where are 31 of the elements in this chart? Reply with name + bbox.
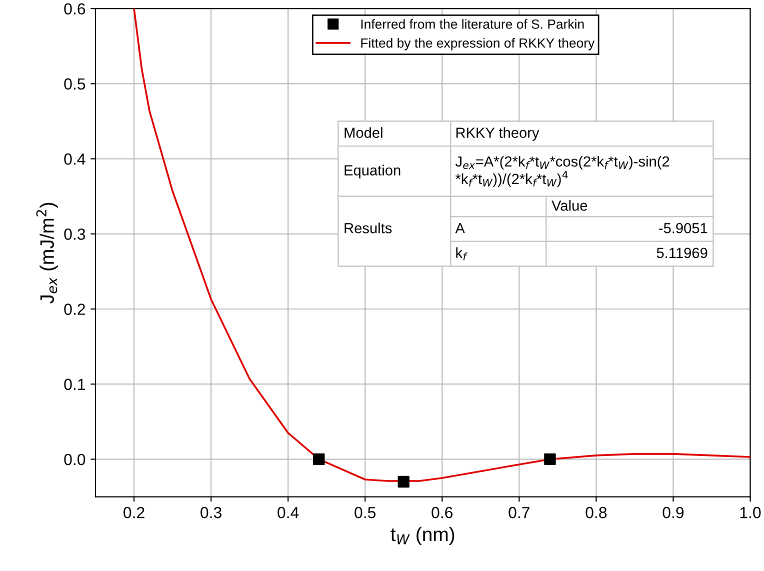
y-tick-label: 0.1 xyxy=(64,378,85,390)
x-tick-label: 0.9 xyxy=(662,506,684,518)
annotation: Value xyxy=(552,200,588,211)
x-tick-label: 0.4 xyxy=(278,506,299,518)
legend-label: Inferred from the literature of S. Parkin xyxy=(361,19,584,29)
x-axis-title: t$_{W}$ (nm) xyxy=(390,526,454,546)
y-tick-label: 0.5 xyxy=(64,78,86,90)
text: J$_{ex}$=A*(2*k$_{f}$*t$_{W}$*cos(2*k$_{f}$*t$_{W}$)-sin(2 *k$_{f}$*t$_{W}$))/(2*k$_{f}$*t$_{W}$)$^{4}$ xyxy=(455,156,670,188)
x-tick-label: 0.7 xyxy=(508,506,530,518)
y-tick-label: 0.6 xyxy=(64,3,86,15)
x-tick-label: 1.0 xyxy=(740,506,761,518)
annotation: Model xyxy=(344,127,382,138)
y-tick-label: 0.3 xyxy=(64,228,86,240)
annotation: A xyxy=(455,223,465,234)
annotation: 5.11969 xyxy=(656,248,708,258)
y-axis-title: J$_{ex}$ (mJ/m$^{2}$) xyxy=(36,202,58,304)
annotation: k$_{f}$ xyxy=(456,247,468,260)
x-tick-label: 0.8 xyxy=(586,506,607,518)
x-tick-label: 0.6 xyxy=(432,506,453,518)
y-tick-label: 0.0 xyxy=(64,454,86,466)
annotation: RKKY theory xyxy=(456,127,540,141)
annotation: Equation xyxy=(344,164,400,178)
line-series xyxy=(133,8,750,482)
x-tick-label: 0.3 xyxy=(200,506,222,518)
annotation: -5.9051 xyxy=(659,222,708,234)
y-tick-label: 0.4 xyxy=(64,153,86,165)
legend-label: Fitted by the expression of RKKY theory xyxy=(361,38,595,50)
x-tick-label: 0.2 xyxy=(124,506,144,518)
annotation: Results xyxy=(344,222,392,234)
y-tick-label: 0.2 xyxy=(64,304,85,315)
x-tick-label: 0.5 xyxy=(354,506,376,518)
